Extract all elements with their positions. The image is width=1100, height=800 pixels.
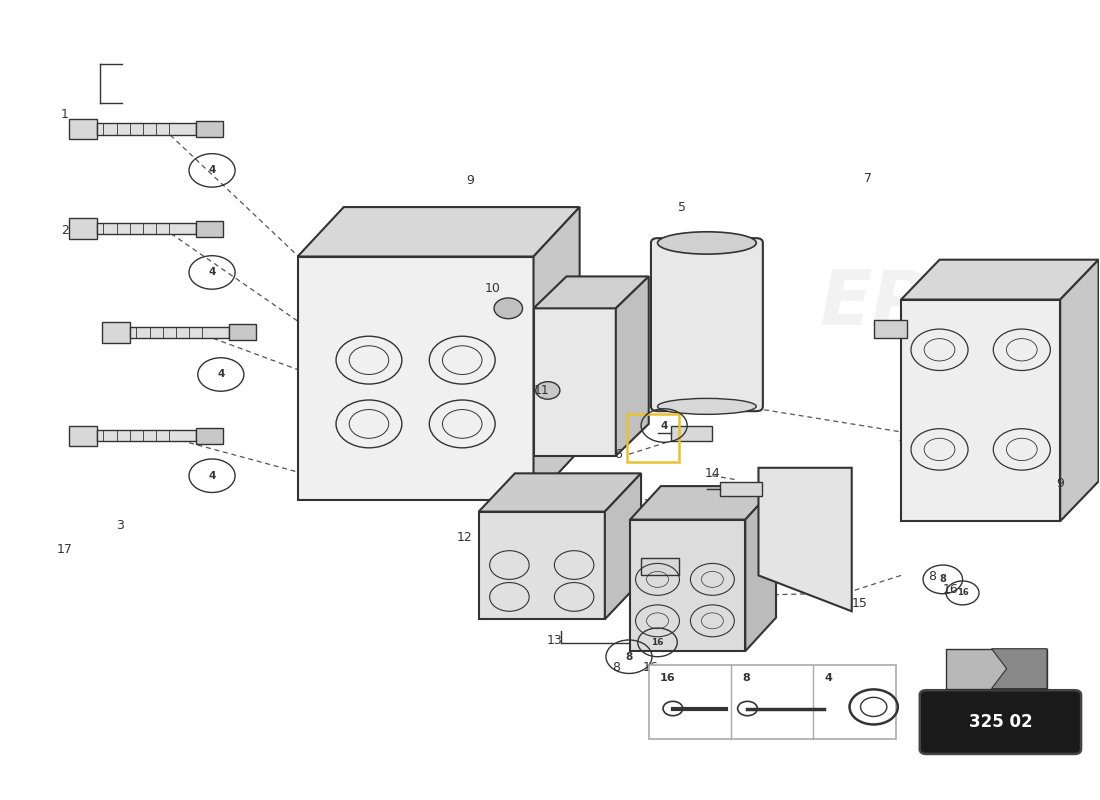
Text: 16: 16 — [957, 589, 968, 598]
Text: 9: 9 — [466, 174, 474, 187]
Text: 4: 4 — [660, 421, 668, 430]
Text: 15: 15 — [851, 597, 868, 610]
Polygon shape — [616, 277, 649, 456]
Text: 13: 13 — [547, 634, 562, 647]
FancyBboxPatch shape — [97, 430, 196, 442]
Polygon shape — [534, 207, 580, 500]
FancyBboxPatch shape — [649, 666, 895, 739]
Text: EPC: EPC — [820, 267, 983, 342]
Polygon shape — [298, 207, 580, 257]
FancyBboxPatch shape — [229, 324, 256, 340]
Polygon shape — [534, 277, 649, 308]
Text: 16: 16 — [644, 661, 659, 674]
FancyBboxPatch shape — [69, 218, 97, 239]
FancyBboxPatch shape — [651, 238, 763, 411]
FancyBboxPatch shape — [873, 320, 906, 338]
Polygon shape — [478, 474, 641, 512]
FancyBboxPatch shape — [720, 482, 762, 497]
Text: 3: 3 — [116, 519, 124, 533]
Polygon shape — [605, 474, 641, 619]
Text: 1: 1 — [62, 108, 69, 121]
FancyBboxPatch shape — [196, 221, 223, 237]
Text: 7: 7 — [865, 172, 872, 185]
Polygon shape — [901, 260, 1099, 299]
FancyBboxPatch shape — [641, 558, 680, 575]
FancyBboxPatch shape — [946, 649, 1047, 689]
Text: 325 02: 325 02 — [969, 713, 1032, 731]
FancyBboxPatch shape — [298, 257, 534, 500]
Text: 17: 17 — [57, 543, 73, 556]
Polygon shape — [1060, 260, 1099, 521]
FancyBboxPatch shape — [69, 426, 97, 446]
Text: 10: 10 — [485, 282, 501, 295]
Polygon shape — [991, 649, 1047, 689]
FancyBboxPatch shape — [97, 123, 196, 134]
FancyBboxPatch shape — [901, 299, 1060, 521]
Text: 16: 16 — [651, 638, 663, 647]
Polygon shape — [630, 486, 776, 519]
Text: 16: 16 — [660, 674, 675, 683]
Text: 8: 8 — [939, 574, 946, 584]
Text: 2: 2 — [62, 225, 69, 238]
Circle shape — [536, 382, 560, 399]
Text: 8: 8 — [612, 661, 619, 674]
Text: 4: 4 — [824, 674, 833, 683]
FancyBboxPatch shape — [630, 519, 746, 651]
Text: 16: 16 — [943, 583, 958, 596]
Ellipse shape — [658, 398, 757, 414]
Text: 14: 14 — [704, 467, 720, 480]
Text: 8: 8 — [927, 570, 936, 583]
FancyBboxPatch shape — [196, 121, 223, 137]
Polygon shape — [746, 486, 776, 651]
Text: 4: 4 — [208, 166, 216, 175]
Ellipse shape — [658, 232, 757, 254]
FancyBboxPatch shape — [69, 118, 97, 139]
Text: 12: 12 — [456, 530, 472, 544]
Text: a passion for parts since 1985: a passion for parts since 1985 — [330, 383, 770, 608]
FancyBboxPatch shape — [130, 326, 229, 338]
Text: 9: 9 — [1056, 478, 1064, 490]
FancyBboxPatch shape — [196, 428, 223, 444]
FancyBboxPatch shape — [478, 512, 605, 619]
Polygon shape — [759, 468, 851, 611]
Text: 8: 8 — [626, 652, 632, 662]
FancyBboxPatch shape — [920, 690, 1081, 754]
Text: 11: 11 — [534, 384, 549, 397]
Text: 5: 5 — [678, 201, 685, 214]
FancyBboxPatch shape — [97, 223, 196, 234]
Text: 4: 4 — [208, 470, 216, 481]
Text: 4: 4 — [217, 370, 224, 379]
Text: 6: 6 — [614, 448, 622, 461]
FancyBboxPatch shape — [534, 308, 616, 456]
Circle shape — [494, 298, 522, 318]
FancyBboxPatch shape — [102, 322, 130, 342]
Text: 8: 8 — [742, 674, 750, 683]
FancyBboxPatch shape — [671, 426, 713, 441]
Text: 4: 4 — [208, 267, 216, 278]
